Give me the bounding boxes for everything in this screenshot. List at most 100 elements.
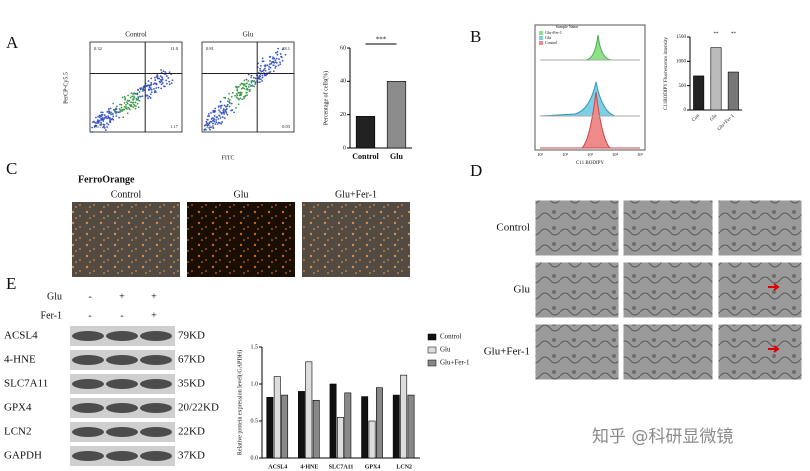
bar (400, 374, 408, 459)
event-dot (217, 118, 220, 120)
event-dot (281, 48, 284, 51)
significance: ** (714, 32, 720, 37)
event-dot (208, 122, 211, 125)
treatment-sign: + (151, 310, 157, 321)
event-dot (259, 67, 261, 70)
blot-band (72, 427, 104, 437)
legend-swatch (427, 346, 437, 354)
event-dot (251, 79, 254, 82)
event-dot (149, 93, 152, 96)
event-dot (264, 69, 267, 72)
x-tick-label: Control (352, 152, 379, 161)
event-dot (101, 111, 104, 114)
event-dot (153, 87, 155, 90)
blot-band (106, 451, 138, 461)
micrograph (187, 202, 295, 277)
event-dot (154, 79, 157, 82)
event-dot (103, 127, 106, 129)
quadrant-value: 11.0 (170, 46, 178, 51)
y-axis-title: Percentage of cells(%) (322, 71, 329, 125)
event-dot (150, 88, 153, 91)
event-dot (250, 85, 252, 87)
event-dot (204, 128, 207, 131)
y-tick-label: 1.5 (251, 344, 259, 350)
event-dot (112, 115, 115, 118)
event-dot (123, 101, 126, 104)
event-dot (101, 113, 104, 116)
event-dot (245, 91, 248, 94)
event-dot (275, 57, 278, 60)
micrograph (72, 202, 180, 277)
event-dot (261, 76, 264, 79)
event-dot (215, 116, 218, 119)
event-dot (100, 123, 103, 126)
event-dot (245, 88, 248, 91)
event-dot (241, 98, 244, 101)
event-dot (274, 59, 277, 62)
row-label: Glu+Fer-1 (484, 346, 530, 358)
event-dot (136, 98, 139, 101)
bar (693, 75, 705, 111)
event-dot (230, 95, 233, 98)
treatment-label: Fer-1 (41, 310, 62, 321)
event-dot (126, 112, 129, 115)
event-dot (103, 114, 106, 117)
treatment-sign: - (88, 291, 91, 302)
event-dot (110, 113, 112, 116)
event-dot (250, 81, 253, 84)
blot-band (140, 379, 172, 389)
event-dot (236, 94, 239, 97)
event-dot (97, 115, 100, 118)
bar (375, 387, 383, 459)
event-dot (157, 86, 160, 89)
event-dot (120, 106, 123, 109)
event-dot (279, 61, 281, 64)
event-dot (253, 79, 256, 82)
x-tick-label: LCN2 (396, 464, 412, 470)
size-label: 67KD (178, 354, 205, 366)
x-tick-label: Glu (390, 152, 403, 161)
event-dot (155, 82, 158, 85)
event-dot (164, 71, 167, 73)
event-dot (234, 94, 236, 97)
event-dot (125, 106, 127, 108)
event-dot (162, 70, 165, 73)
stain-label: FerroOrange (78, 174, 135, 185)
bar (368, 420, 376, 459)
event-dot (245, 85, 248, 88)
event-dot (103, 124, 106, 126)
event-dot (137, 97, 140, 99)
event-dot (130, 101, 132, 103)
event-dot (168, 80, 171, 83)
blot-band (106, 403, 138, 413)
event-dot (118, 116, 121, 119)
event-dot (227, 100, 229, 103)
event-dot (237, 103, 240, 106)
event-dot (239, 83, 242, 86)
event-dot (226, 113, 229, 116)
event-dot (212, 127, 215, 130)
event-dot (263, 67, 266, 70)
y-tick-label: 40 (340, 79, 346, 85)
event-dot (105, 115, 108, 118)
event-dot (205, 123, 207, 126)
event-dot (165, 75, 168, 77)
event-dot (213, 120, 215, 122)
event-dot (110, 118, 113, 121)
event-dot (221, 121, 223, 123)
event-dot (268, 71, 271, 74)
event-dot (277, 64, 280, 67)
event-dot (231, 91, 234, 94)
event-dot (246, 94, 248, 97)
tem-image (622, 261, 714, 319)
event-dot (220, 107, 222, 109)
event-dot (115, 107, 118, 110)
event-dot (149, 97, 152, 99)
event-dot (146, 94, 149, 97)
event-dot (243, 95, 246, 98)
event-dot (259, 69, 262, 72)
event-dot (149, 87, 152, 89)
tem-image (622, 199, 714, 257)
quadrant-value: 1.17 (170, 124, 179, 129)
event-dot (168, 71, 171, 74)
